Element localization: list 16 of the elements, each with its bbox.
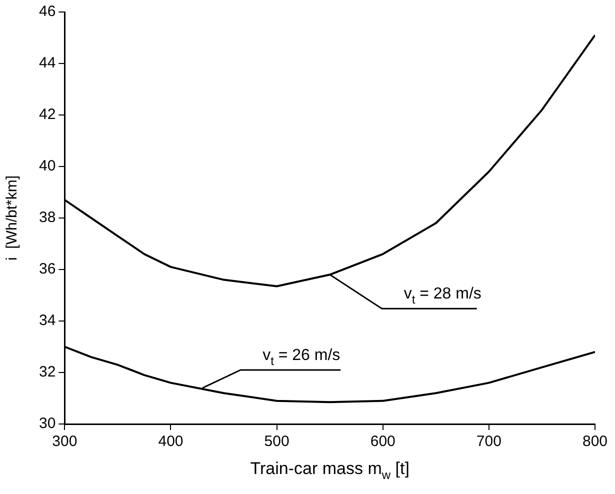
y-tick-label: 46 [38, 3, 56, 20]
y-tick-label: 30 [38, 415, 56, 432]
y-tick-label: 42 [38, 106, 56, 124]
y-tick-label: 40 [38, 158, 56, 175]
y-tick-label: 34 [38, 312, 56, 330]
x-tick-label: 800 [582, 433, 608, 450]
x-tick-label: 400 [158, 433, 184, 450]
y-tick-label: 32 [38, 364, 56, 381]
x-tick-label: 500 [264, 433, 290, 450]
y-axis-title: i [Wh/bt*km] [4, 175, 21, 261]
x-tick-label: 300 [52, 433, 78, 450]
y-tick-label: 44 [38, 54, 56, 72]
y-tick-label: 38 [38, 209, 56, 226]
x-tick-label: 700 [476, 433, 502, 450]
x-tick-label: 600 [370, 433, 396, 450]
y-tick-label: 36 [38, 260, 56, 278]
